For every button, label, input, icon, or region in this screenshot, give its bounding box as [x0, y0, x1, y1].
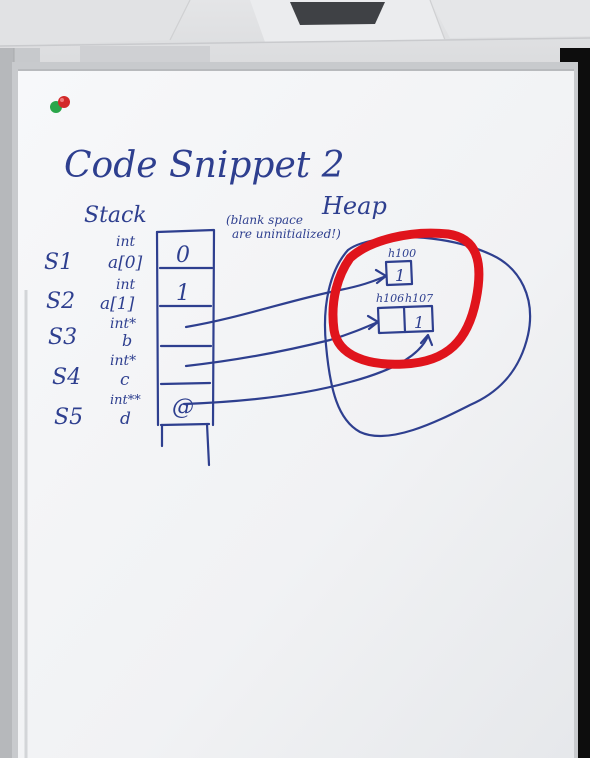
stack-row-s3: S3 int* b	[48, 316, 136, 350]
type-label: int	[116, 234, 135, 250]
stack-value: 1	[176, 281, 190, 306]
whiteboard-surface	[12, 62, 578, 758]
slot-label: S4	[52, 365, 81, 390]
slot-label: S5	[54, 405, 83, 430]
heap-address: h106	[376, 292, 404, 305]
board-title: Code Snippet 2	[64, 145, 345, 186]
heap-address: h100	[388, 247, 416, 260]
stack-row-s2: S2 int a[1] 1	[46, 277, 190, 314]
slot-label: S3	[48, 325, 77, 350]
stack-column	[155, 228, 216, 467]
pointer-arrows	[182, 268, 434, 406]
heap-region-outline	[323, 236, 532, 438]
heap-cell-h107: h107 1	[402, 292, 435, 334]
magnet-icon	[50, 96, 70, 113]
name-label: a[0]	[108, 253, 143, 273]
slot-label: S1	[44, 250, 73, 275]
type-label: int*	[110, 316, 136, 332]
heap-cell-h100: h100 1	[384, 247, 416, 287]
arrow-c-to-h106	[184, 320, 380, 368]
highlight-circle	[328, 228, 484, 369]
name-label: a[1]	[100, 294, 135, 314]
name-label: b	[122, 331, 132, 350]
slot-label: S2	[46, 289, 75, 314]
heap-address: h107	[405, 292, 433, 305]
arrow-b-to-h100	[184, 274, 388, 329]
arrow-d-to-h107	[182, 334, 430, 406]
stack-row-s4: S4 int* c	[52, 353, 136, 390]
type-label: int*	[110, 353, 136, 369]
heap-value: 1	[414, 313, 424, 332]
note-line-1: (blank space	[226, 213, 303, 227]
heap-heading: Heap	[321, 192, 387, 220]
heap-value: 1	[395, 266, 405, 285]
type-label: int	[116, 277, 135, 293]
name-label: d	[120, 409, 131, 429]
note-line-2: are uninitialized!)	[232, 227, 341, 241]
name-label: c	[120, 370, 130, 390]
stack-heading: Stack	[84, 203, 147, 228]
type-label: int**	[110, 393, 141, 408]
stack-value: 0	[176, 243, 190, 268]
stack-row-s5: S5 int** d @	[54, 393, 194, 430]
stack-row-s1: S1 int a[0] 0	[44, 234, 190, 275]
stack-value: @	[172, 395, 194, 420]
